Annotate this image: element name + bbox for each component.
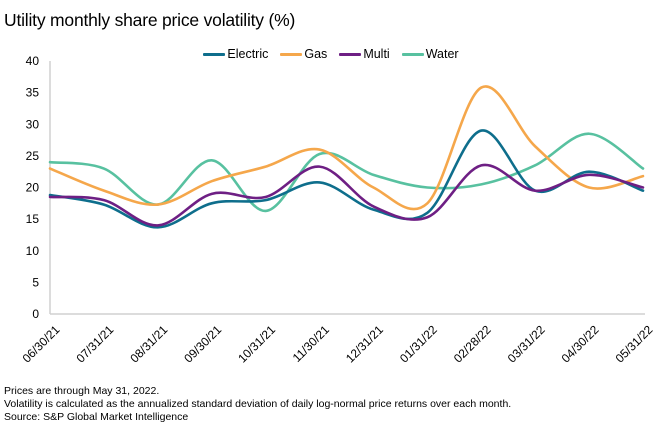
y-tick-label: 20 <box>26 181 40 195</box>
legend-label: Gas <box>304 47 328 61</box>
y-tick-label: 35 <box>26 86 40 100</box>
x-tick-label: 12/31/21 <box>343 322 386 365</box>
y-tick-label: 15 <box>26 212 40 226</box>
y-tick-label: 0 <box>32 307 39 321</box>
x-tick-label: 08/31/21 <box>127 322 170 365</box>
note-source: Source: S&P Global Market Intelligence <box>4 411 189 423</box>
legend-label: Electric <box>227 47 269 61</box>
y-axis-ticks: 0 5 10 15 20 25 30 35 40 <box>26 54 40 321</box>
series-line-multi <box>48 163 645 227</box>
x-tick-label: 05/31/22 <box>613 322 656 365</box>
legend: Electric Gas Multi Water <box>0 47 660 61</box>
x-tick-label: 02/28/22 <box>451 322 494 365</box>
y-tick-label: 5 <box>32 275 39 289</box>
chart-title: Utility monthly share price volatility (… <box>4 10 296 30</box>
legend-swatch <box>280 52 303 56</box>
series-lines <box>48 85 645 229</box>
y-tick-label: 30 <box>26 117 40 131</box>
chart-notes: Prices are through May 31, 2022. Volatil… <box>4 385 511 424</box>
x-tick-label: 04/30/22 <box>559 322 602 365</box>
legend-swatch <box>339 52 362 56</box>
x-tick-label: 07/31/21 <box>73 322 116 365</box>
x-tick-label: 03/31/22 <box>505 322 548 365</box>
note-prices-through: Prices are through May 31, 2022. <box>4 385 160 397</box>
y-tick-label: 25 <box>26 149 40 163</box>
x-tick-label: 01/31/22 <box>397 322 440 365</box>
legend-swatch <box>203 52 226 56</box>
series-line-water <box>48 132 645 213</box>
x-tick-label: 10/31/21 <box>235 322 278 365</box>
legend-item-electric: Electric <box>203 47 268 61</box>
y-tick-label: 40 <box>26 54 40 68</box>
series-line-gas <box>48 85 645 211</box>
note-volatility-method: Volatility is calculated as the annualiz… <box>4 398 512 410</box>
y-tick-label: 10 <box>26 244 40 258</box>
legend-item-multi: Multi <box>339 47 390 61</box>
x-axis-ticks: 06/30/21 07/31/21 08/31/21 09/30/21 10/31/21… <box>20 322 656 365</box>
legend-item-water: Water <box>401 47 459 61</box>
legend-item-gas: Gas <box>280 47 327 61</box>
legend-label: Water <box>425 47 459 61</box>
x-tick-label: 06/30/21 <box>20 322 63 365</box>
x-tick-label: 11/30/21 <box>290 322 333 365</box>
legend-swatch <box>401 52 424 56</box>
legend-label: Multi <box>363 47 390 61</box>
series-line-electric <box>48 129 645 229</box>
x-tick-label: 09/30/21 <box>181 322 224 365</box>
legend-items: Electric Gas Multi Water <box>203 47 459 61</box>
